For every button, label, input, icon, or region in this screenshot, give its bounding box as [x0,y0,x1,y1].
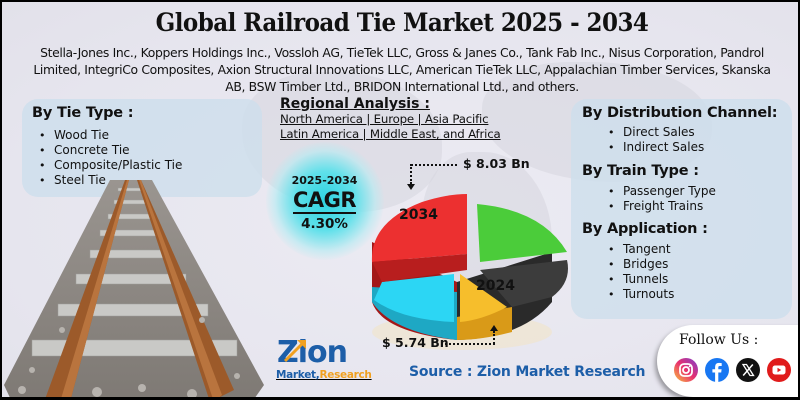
list-item: Passenger Type [605,184,716,199]
x-icon[interactable] [736,358,760,382]
cagr-label: CAGR [292,188,357,212]
train-type-list: Passenger Type Freight Trains [605,184,716,214]
list-item: Wood Tie [36,128,182,143]
list-item: Tunnels [605,272,674,287]
leader-line [493,331,495,344]
instagram-icon[interactable] [674,358,698,382]
railroad-track-image [4,180,264,397]
slice-label-2024: 2024 [476,278,515,294]
leader-line [410,164,412,184]
distribution-channel-heading: By Distribution Channel: [582,105,778,121]
value-2024: $ 5.74 Bn [382,335,449,350]
logo-wordmark: Zion [277,335,348,370]
logo-research: Research [319,369,372,381]
logo-tagline: Market,Research [276,369,372,381]
cagr-glow [266,142,384,260]
arrow-up-right-icon [283,339,307,363]
regional-line-1: North America | Europe | Asia Pacific [280,112,489,126]
pie-chart [371,194,568,350]
cagr-underline [293,212,356,214]
list-item: Concrete Tie [36,143,182,158]
cagr-value: 4.30% [301,216,348,232]
application-heading: By Application : [582,221,708,237]
leader-line [411,164,457,166]
regional-heading: Regional Analysis : [280,96,430,112]
list-item: Tangent [605,242,674,257]
cagr-years: 2025-2034 [291,174,358,187]
regional-analysis: Regional Analysis : North America | Euro… [280,96,501,142]
regional-line-2: Latin America | Middle East, and Africa [280,127,501,141]
list-item: Bridges [605,257,674,272]
arrow-up-icon [490,325,498,331]
source-text: Source : Zion Market Research [409,364,646,380]
application-list: Tangent Bridges Tunnels Turnouts [605,242,674,302]
youtube-icon[interactable] [767,358,791,382]
page-title: Global Railroad Tie Market 2025 - 2034 [155,8,649,37]
list-item: Indirect Sales [605,140,704,155]
list-item: Turnouts [605,287,674,302]
zion-logo: Zion Market,Research [273,335,377,385]
train-type-heading: By Train Type : [582,163,699,179]
company-list: Stella-Jones Inc., Koppers Holdings Inc.… [33,45,771,94]
leader-line [445,343,495,345]
follow-us-label: Follow Us : [679,332,759,348]
slice-label-2034: 2034 [399,207,438,223]
list-item: Steel Tie [36,173,182,188]
distribution-channel-list: Direct Sales Indirect Sales [605,125,704,155]
list-item: Freight Trains [605,199,716,214]
logo-market: Market [276,369,316,381]
tie-type-heading: By Tie Type : [32,105,134,121]
list-item: Direct Sales [605,125,704,140]
tie-type-list: Wood Tie Concrete Tie Composite/Plastic … [36,128,182,188]
value-2034: $ 8.03 Bn [463,156,530,171]
arrow-down-icon [407,184,415,190]
list-item: Composite/Plastic Tie [36,158,182,173]
facebook-icon[interactable] [705,358,729,382]
